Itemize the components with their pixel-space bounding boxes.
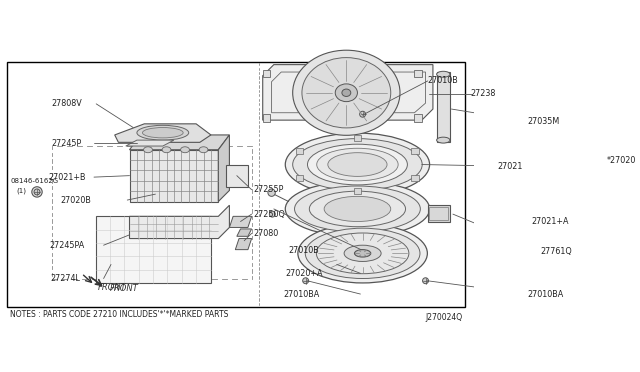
- Ellipse shape: [143, 147, 152, 153]
- Bar: [8, 62, 465, 307]
- Ellipse shape: [180, 147, 189, 153]
- Ellipse shape: [292, 139, 422, 190]
- Text: 27010BA: 27010BA: [284, 289, 320, 299]
- Ellipse shape: [137, 125, 189, 140]
- Polygon shape: [229, 217, 252, 227]
- Text: 27238: 27238: [470, 89, 496, 98]
- Bar: [96, 217, 211, 283]
- Bar: [415, 114, 422, 122]
- Text: 27021+A: 27021+A: [531, 217, 569, 226]
- Ellipse shape: [355, 250, 371, 257]
- Ellipse shape: [436, 71, 450, 77]
- Ellipse shape: [34, 189, 40, 195]
- Ellipse shape: [303, 278, 308, 284]
- Bar: [412, 148, 419, 154]
- Polygon shape: [129, 135, 229, 150]
- Ellipse shape: [298, 224, 428, 283]
- Ellipse shape: [317, 148, 398, 181]
- Ellipse shape: [344, 245, 381, 262]
- Text: 27274L: 27274L: [51, 274, 80, 283]
- Polygon shape: [129, 205, 229, 238]
- Bar: [415, 70, 422, 77]
- Polygon shape: [218, 135, 229, 202]
- Ellipse shape: [143, 128, 183, 138]
- Text: (1): (1): [16, 187, 26, 194]
- Text: 27035M: 27035M: [527, 117, 559, 126]
- Ellipse shape: [305, 228, 420, 279]
- Ellipse shape: [436, 137, 450, 143]
- Text: 27080: 27080: [253, 229, 278, 238]
- Bar: [296, 148, 303, 154]
- Polygon shape: [236, 238, 252, 250]
- Text: FRONT: FRONT: [109, 283, 138, 293]
- Ellipse shape: [199, 147, 208, 153]
- Text: 08146-6162G: 08146-6162G: [10, 178, 58, 184]
- Polygon shape: [237, 229, 252, 236]
- Ellipse shape: [32, 187, 42, 197]
- Ellipse shape: [285, 133, 429, 196]
- Ellipse shape: [309, 191, 406, 227]
- Ellipse shape: [360, 111, 365, 117]
- Ellipse shape: [342, 89, 351, 96]
- Ellipse shape: [285, 181, 429, 237]
- Bar: [412, 175, 419, 181]
- Text: 27020+A: 27020+A: [285, 269, 323, 278]
- Text: 27021+B: 27021+B: [49, 173, 86, 182]
- Text: FRONT: FRONT: [98, 283, 127, 292]
- Ellipse shape: [292, 50, 400, 135]
- Polygon shape: [262, 65, 433, 120]
- Ellipse shape: [316, 233, 409, 274]
- Bar: [354, 135, 361, 141]
- Ellipse shape: [324, 196, 391, 221]
- Polygon shape: [115, 124, 211, 142]
- Text: 27255P: 27255P: [253, 185, 284, 194]
- Ellipse shape: [162, 147, 171, 153]
- Ellipse shape: [268, 189, 275, 196]
- Bar: [354, 188, 361, 194]
- Text: 27245P: 27245P: [52, 139, 82, 148]
- Polygon shape: [226, 164, 248, 187]
- Ellipse shape: [335, 84, 357, 102]
- Text: 27010B: 27010B: [289, 246, 319, 255]
- Bar: [296, 175, 303, 181]
- Text: 27250Q: 27250Q: [253, 209, 285, 219]
- Ellipse shape: [269, 211, 275, 217]
- Text: *27020: *27020: [607, 155, 636, 164]
- Text: 27761Q: 27761Q: [540, 247, 572, 256]
- Ellipse shape: [307, 144, 408, 185]
- Bar: [262, 70, 270, 77]
- Polygon shape: [126, 140, 174, 146]
- Text: 27010B: 27010B: [428, 76, 458, 86]
- Text: 27010BA: 27010BA: [527, 289, 563, 299]
- Polygon shape: [428, 205, 450, 221]
- Text: 27245PA: 27245PA: [49, 241, 85, 250]
- Text: 27020B: 27020B: [61, 196, 92, 205]
- Text: 27808V: 27808V: [52, 99, 83, 108]
- Polygon shape: [436, 72, 450, 142]
- Polygon shape: [129, 150, 218, 202]
- Text: 27021: 27021: [497, 161, 523, 170]
- Text: NOTES : PARTS CODE 27210 INCLUDES'*'*MARKED PARTS: NOTES : PARTS CODE 27210 INCLUDES'*'*MAR…: [10, 310, 228, 318]
- Ellipse shape: [422, 278, 429, 284]
- Bar: [262, 114, 270, 122]
- Ellipse shape: [328, 153, 387, 176]
- Text: J270024Q: J270024Q: [426, 313, 463, 322]
- Ellipse shape: [294, 186, 420, 232]
- Ellipse shape: [302, 58, 391, 128]
